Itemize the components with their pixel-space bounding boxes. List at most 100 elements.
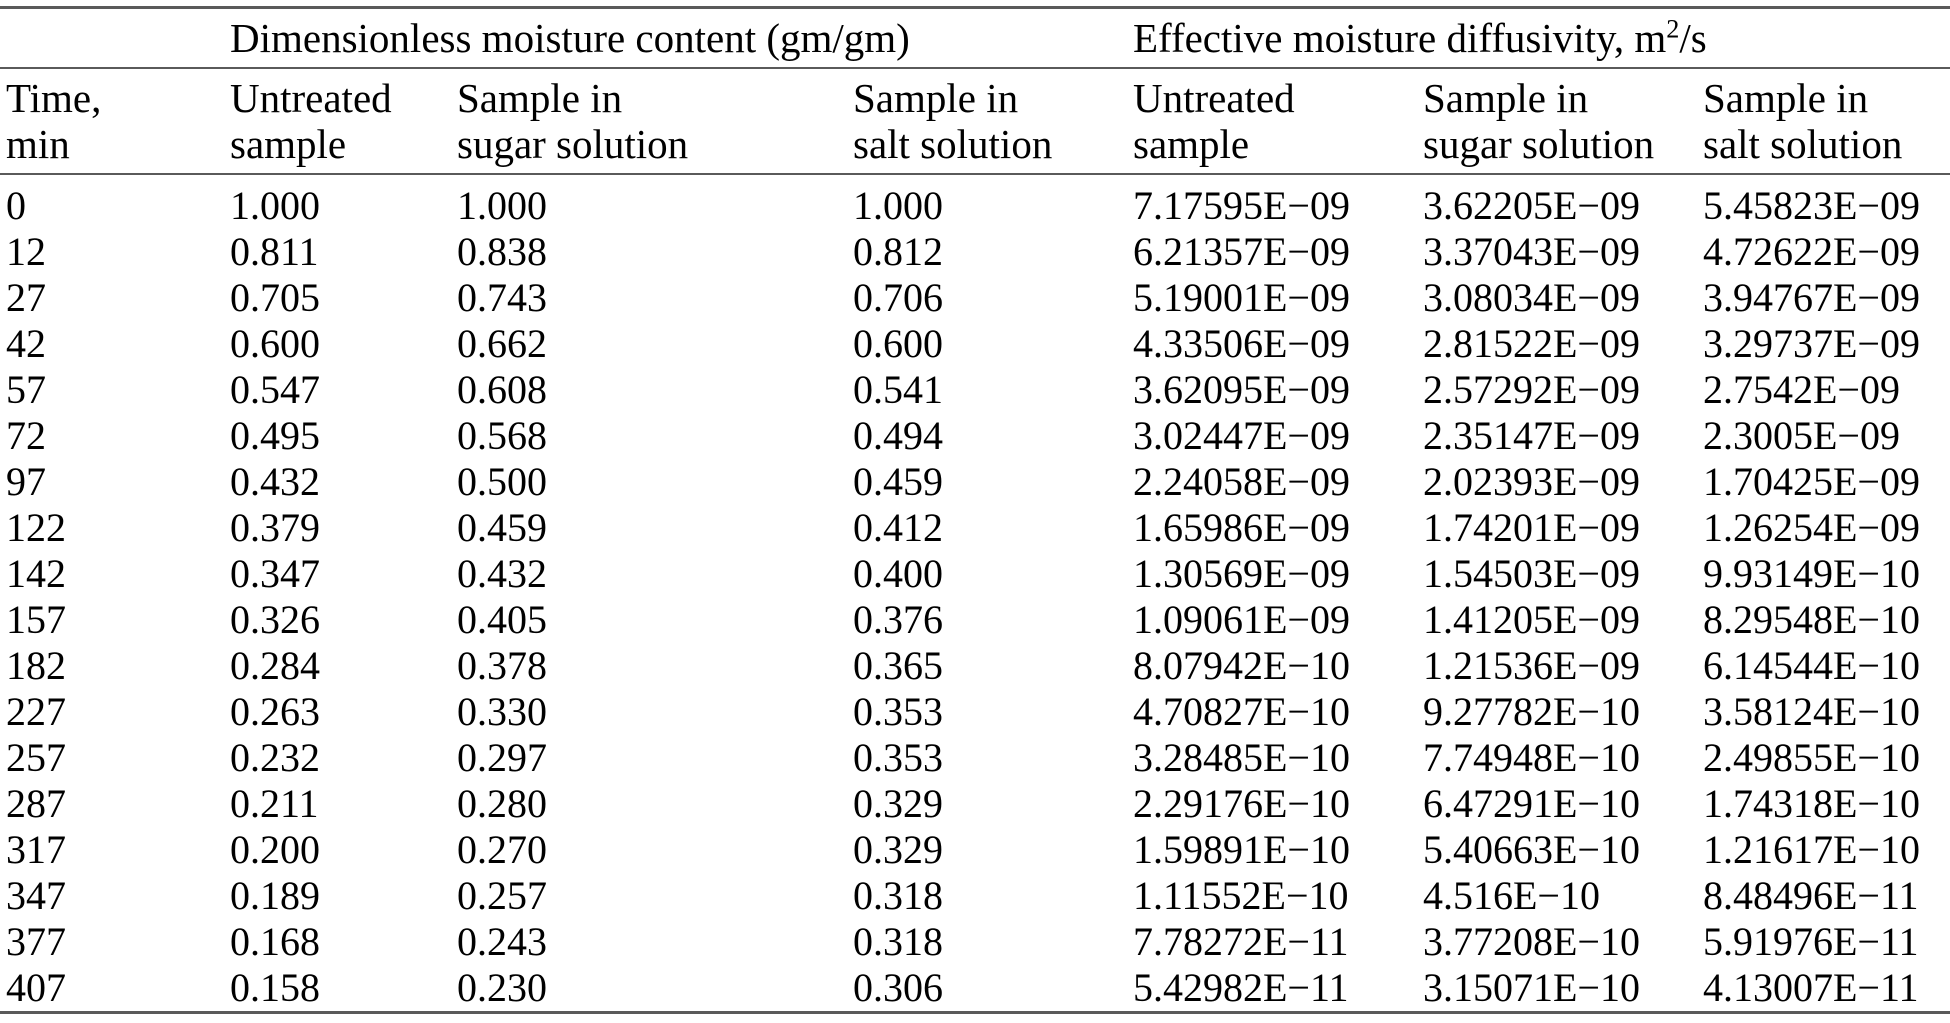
cell-diffusivity-salt: 3.58124E−10 (1703, 689, 1920, 734)
cell-diffusivity-untreated: 8.07942E−10 (1133, 643, 1350, 688)
cell-moisture-untreated: 0.263 (230, 689, 320, 734)
cell-diffusivity-untreated: 3.02447E−09 (1133, 413, 1350, 458)
cell-moisture-salt: 0.541 (853, 367, 943, 412)
cell-moisture-untreated: 0.379 (230, 505, 320, 550)
cell-diffusivity-untreated: 4.33506E−09 (1133, 321, 1350, 366)
cell-diffusivity-salt: 1.21617E−10 (1703, 827, 1920, 872)
cell-diffusivity-salt: 1.26254E−09 (1703, 505, 1920, 550)
cell-diffusivity-salt: 2.3005E−09 (1703, 413, 1900, 458)
col-header-diffusivity-salt: Sample in salt solution (1703, 68, 1950, 175)
cell-moisture-untreated: 0.232 (230, 735, 320, 780)
cell-moisture-sugar: 0.405 (457, 597, 547, 642)
cell-diffusivity-sugar: 3.62205E−09 (1423, 183, 1640, 228)
col-header-time: Time, min (0, 68, 230, 175)
cell-diffusivity-untreated: 7.17595E−09 (1133, 183, 1350, 228)
group-header-spacer (0, 7, 230, 69)
cell-moisture-sugar: 0.608 (457, 367, 547, 412)
cell-moisture-sugar: 0.568 (457, 413, 547, 458)
cell-time: 182 (6, 643, 66, 688)
table-row: 12 0.811 0.838 0.812 6.21357E−09 3.37043E−09 4… (0, 229, 1950, 275)
cell-moisture-salt: 0.318 (853, 919, 943, 964)
cell-moisture-untreated: 0.811 (230, 229, 319, 274)
cell-moisture-untreated: 0.158 (230, 965, 320, 1010)
cell-moisture-untreated: 0.284 (230, 643, 320, 688)
cell-moisture-salt: 0.318 (853, 873, 943, 918)
table-row: 0 1.000 1.000 1.000 7.17595E−09 3.62205E−09 5.… (0, 174, 1950, 229)
cell-diffusivity-salt: 4.72622E−09 (1703, 229, 1920, 274)
cell-moisture-salt: 0.494 (853, 413, 943, 458)
cell-time: 347 (6, 873, 66, 918)
group-header-moisture: Dimensionless moisture content (gm/gm) (230, 7, 1133, 69)
cell-diffusivity-sugar: 1.41205E−09 (1423, 597, 1640, 642)
cell-moisture-sugar: 1.000 (457, 183, 547, 228)
cell-time: 12 (6, 229, 46, 274)
cell-moisture-untreated: 0.200 (230, 827, 320, 872)
cell-time: 142 (6, 551, 66, 596)
table-row: 227 0.263 0.330 0.353 4.70827E−10 9.27782E−10… (0, 689, 1950, 735)
cell-diffusivity-sugar: 5.40663E−10 (1423, 827, 1640, 872)
cell-moisture-salt: 0.353 (853, 735, 943, 780)
cell-diffusivity-sugar: 7.74948E−10 (1423, 735, 1640, 780)
cell-diffusivity-untreated: 5.42982E−11 (1133, 965, 1349, 1010)
cell-moisture-sugar: 0.257 (457, 873, 547, 918)
cell-moisture-salt: 0.329 (853, 827, 943, 872)
cell-moisture-sugar: 0.459 (457, 505, 547, 550)
cell-moisture-untreated: 0.168 (230, 919, 320, 964)
cell-time: 57 (6, 367, 46, 412)
cell-time: 122 (6, 505, 66, 550)
cell-diffusivity-salt: 5.45823E−09 (1703, 183, 1920, 228)
cell-moisture-sugar: 0.662 (457, 321, 547, 366)
cell-moisture-salt: 0.459 (853, 459, 943, 504)
cell-diffusivity-salt: 1.74318E−10 (1703, 781, 1920, 826)
cell-moisture-untreated: 0.547 (230, 367, 320, 412)
cell-time: 407 (6, 965, 66, 1010)
table-row: 257 0.232 0.297 0.353 3.28485E−10 7.74948E−10… (0, 735, 1950, 781)
cell-moisture-sugar: 0.838 (457, 229, 547, 274)
cell-diffusivity-salt: 5.91976E−11 (1703, 919, 1919, 964)
cell-time: 27 (6, 275, 46, 320)
cell-moisture-untreated: 0.600 (230, 321, 320, 366)
cell-diffusivity-untreated: 7.78272E−11 (1133, 919, 1349, 964)
table-row: 377 0.168 0.243 0.318 7.78272E−11 3.77208E−10… (0, 919, 1950, 965)
cell-diffusivity-sugar: 1.74201E−09 (1423, 505, 1640, 550)
cell-diffusivity-salt: 6.14544E−10 (1703, 643, 1920, 688)
cell-diffusivity-sugar: 9.27782E−10 (1423, 689, 1640, 734)
cell-moisture-untreated: 0.189 (230, 873, 320, 918)
cell-moisture-salt: 1.000 (853, 183, 943, 228)
cell-diffusivity-sugar: 3.77208E−10 (1423, 919, 1640, 964)
cell-time: 257 (6, 735, 66, 780)
table-row: 317 0.200 0.270 0.329 1.59891E−10 5.40663E−10… (0, 827, 1950, 873)
cell-moisture-untreated: 0.705 (230, 275, 320, 320)
table-row: 122 0.379 0.459 0.412 1.65986E−09 1.74201E−09… (0, 505, 1950, 551)
table-row: 287 0.211 0.280 0.329 2.29176E−10 6.47291E−10… (0, 781, 1950, 827)
cell-diffusivity-sugar: 2.57292E−09 (1423, 367, 1640, 412)
table-row: 57 0.547 0.608 0.541 3.62095E−09 2.57292E−09 2… (0, 367, 1950, 413)
table-row: 27 0.705 0.743 0.706 5.19001E−09 3.08034E−09 3… (0, 275, 1950, 321)
cell-diffusivity-untreated: 3.62095E−09 (1133, 367, 1350, 412)
col-header-diffusivity-sugar: Sample in sugar solution (1423, 68, 1703, 175)
cell-moisture-sugar: 0.330 (457, 689, 547, 734)
table-row: 182 0.284 0.378 0.365 8.07942E−10 1.21536E−09… (0, 643, 1950, 689)
squared-superscript: 2 (1666, 14, 1680, 44)
cell-moisture-untreated: 1.000 (230, 183, 320, 228)
cell-diffusivity-salt: 2.49855E−10 (1703, 735, 1920, 780)
cell-moisture-sugar: 0.743 (457, 275, 547, 320)
cell-diffusivity-salt: 8.48496E−11 (1703, 873, 1919, 918)
cell-diffusivity-salt: 2.7542E−09 (1703, 367, 1900, 412)
group-header-row: Dimensionless moisture content (gm/gm) E… (0, 7, 1950, 69)
cell-diffusivity-sugar: 1.21536E−09 (1423, 643, 1640, 688)
cell-moisture-salt: 0.376 (853, 597, 943, 642)
col-header-moisture-sugar: Sample in sugar solution (457, 68, 853, 175)
col-header-diffusivity-untreated: Untreated sample (1133, 68, 1423, 175)
table-row: 347 0.189 0.257 0.318 1.11552E−10 4.516E−10 8.… (0, 873, 1950, 919)
cell-moisture-untreated: 0.432 (230, 459, 320, 504)
cell-diffusivity-sugar: 4.516E−10 (1423, 873, 1600, 918)
cell-diffusivity-sugar: 2.81522E−09 (1423, 321, 1640, 366)
cell-diffusivity-sugar: 1.54503E−09 (1423, 551, 1640, 596)
paper-table-page: Dimensionless moisture content (gm/gm) E… (0, 6, 1950, 1023)
cell-time: 287 (6, 781, 66, 826)
cell-diffusivity-sugar: 3.15071E−10 (1423, 965, 1640, 1010)
cell-diffusivity-sugar: 6.47291E−10 (1423, 781, 1640, 826)
moisture-diffusivity-table: Dimensionless moisture content (gm/gm) E… (0, 6, 1950, 1014)
cell-moisture-salt: 0.306 (853, 965, 943, 1010)
